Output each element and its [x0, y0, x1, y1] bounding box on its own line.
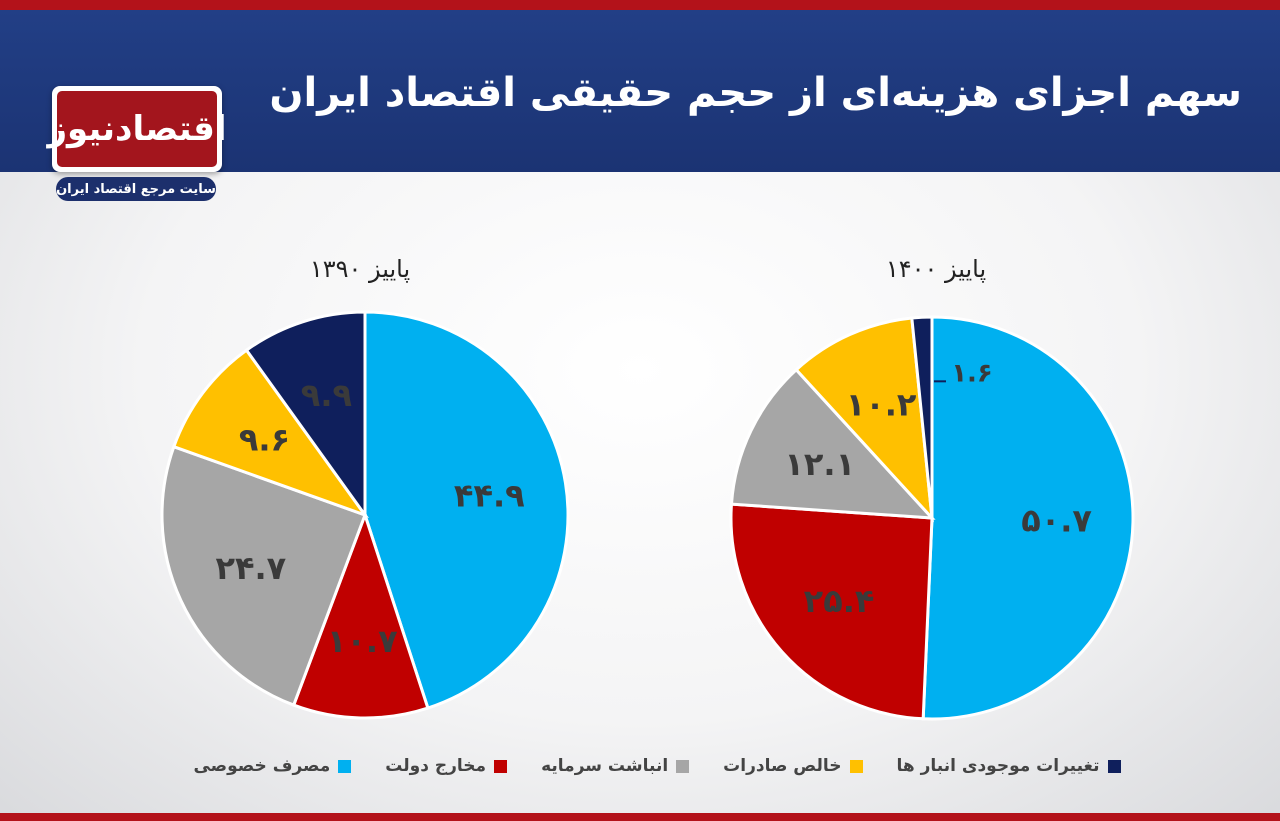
- legend-label: مخارج دولت: [385, 756, 487, 776]
- legend-item-private-consumption: مصرف خصوصی: [193, 756, 352, 776]
- pie-slice-label: ۲۵.۴: [804, 582, 875, 620]
- chart-title: سهم اجزای هزینه‌ای از حجم حقیقی اقتصاد ا…: [269, 70, 1242, 116]
- legend-label: انباشت سرمایه: [541, 756, 669, 776]
- logo-text: اقتصادنیوز: [47, 109, 227, 149]
- legend-item-inventory: تغییرات موجودی انبار ها: [897, 756, 1121, 776]
- top-accent-bar: [0, 0, 1280, 10]
- pie-slice-label: ۱۰.۲: [846, 385, 917, 423]
- legend: مصرف خصوصی مخارج دولت انباشت سرمایه خالص…: [140, 752, 1140, 780]
- pie-slice: [729, 367, 936, 520]
- pie-title-1400: پاییز ۱۴۰۰: [885, 255, 987, 283]
- pie-slice: [910, 315, 934, 519]
- pie-slice-label: ۱.۶: [951, 358, 993, 388]
- legend-label: خالص صادرات: [723, 756, 842, 776]
- pie-slice-label: ۹.۹: [301, 376, 352, 414]
- legend-item-capital: انباشت سرمایه: [541, 756, 690, 776]
- pie-slice-label: ۲۴.۷: [215, 549, 286, 587]
- pie-slice: [921, 315, 1135, 721]
- pie-title-1390: پاییز ۱۳۹۰: [309, 255, 411, 283]
- pie-slice-label: ۴۴.۹: [454, 476, 525, 514]
- legend-label: مصرف خصوصی: [193, 756, 331, 776]
- pie-slice: [363, 310, 570, 710]
- pie-slice-label: ۱۲.۱: [784, 445, 855, 483]
- legend-swatch: [494, 759, 508, 773]
- legend-swatch: [1107, 759, 1121, 773]
- pie-slice: [729, 502, 934, 721]
- legend-swatch: [849, 759, 863, 773]
- bottom-accent-bar: [0, 813, 1280, 821]
- legend-swatch: [676, 759, 690, 773]
- pie-chart-1390: ۴۴.۹ ۱۰.۷ ۲۴.۷ ۹.۶ ۹.۹: [160, 310, 570, 720]
- pie-slice: [291, 510, 430, 720]
- logo: اقتصادنیوز: [47, 86, 227, 172]
- logo-badge: اقتصادنیوز: [47, 91, 227, 167]
- pie-slice: [794, 316, 934, 523]
- legend-item-government: مخارج دولت: [385, 756, 508, 776]
- pie-chart-1400: ۵۰.۷ ۲۵.۴ ۱۲.۱ ۱۰.۲ ۱.۶: [729, 315, 1135, 721]
- pie-slice: [160, 444, 367, 708]
- pie-slice-label: ۱۰.۷: [327, 622, 398, 660]
- legend-label: تغییرات موجودی انبار ها: [896, 756, 1100, 776]
- logo-tagline: سایت مرجع اقتصاد ایران: [56, 177, 216, 201]
- pie-slice-label: ۵۰.۷: [1021, 502, 1092, 540]
- legend-swatch: [338, 759, 352, 773]
- pie-slice: [244, 310, 367, 520]
- pie-slice-label: ۹.۶: [239, 420, 290, 458]
- pie-slice: [171, 348, 370, 519]
- legend-item-net-exports: خالص صادرات: [723, 756, 863, 776]
